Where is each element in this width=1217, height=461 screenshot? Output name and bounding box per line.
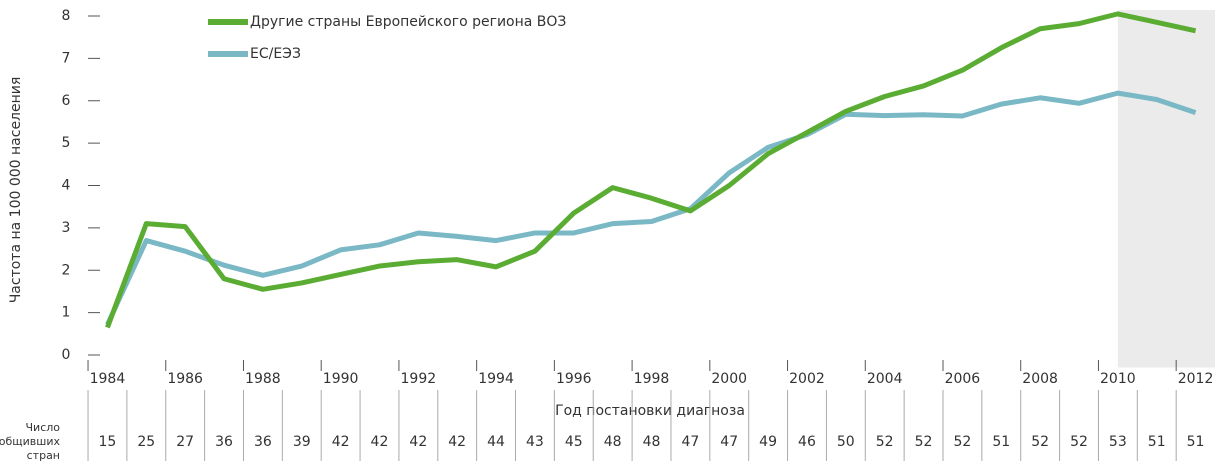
reporting-count: 15 [99,434,117,450]
reporting-count: 36 [215,434,233,450]
reporting-count: 46 [798,434,816,450]
reporting-count: 50 [837,434,855,450]
x-tick-label: 2006 [945,371,981,387]
y-tick-label: 3 [62,220,71,236]
x-axis-label: Год постановки диагноза [555,403,745,419]
reporting-count: 52 [1070,434,1088,450]
y-tick-label: 4 [62,178,71,194]
y-tick-label: 7 [62,50,71,66]
reporting-count: 44 [487,434,505,450]
series-line [105,11,1197,329]
y-tick-label: 1 [62,305,71,321]
x-tick-label: 2002 [789,371,825,387]
x-tick-label: 1998 [634,371,670,387]
reporting-count: 52 [1031,434,1049,450]
x-tick-label: 2004 [867,371,903,387]
reporting-count: 52 [876,434,894,450]
x-tick-label: 1986 [167,371,203,387]
reporting-count: 42 [448,434,466,450]
reporting-count: 45 [565,434,583,450]
x-tick-label: 1992 [401,371,437,387]
table-row-label: Число [26,421,61,434]
x-tick-label: 2008 [1022,371,1058,387]
x-tick-label: 1996 [556,371,592,387]
x-tick-label: 2000 [711,371,747,387]
reporting-count: 49 [759,434,777,450]
reporting-count: 51 [1148,434,1166,450]
table-row-label: стран [27,449,60,461]
y-tick-label: 6 [62,93,71,109]
reporting-count: 39 [293,434,311,450]
reporting-count: 25 [137,434,155,450]
x-tick-label: 1988 [245,371,281,387]
reporting-count: 47 [681,434,699,450]
x-tick-label: 1994 [478,371,514,387]
x-tick-label: 1990 [323,371,359,387]
reporting-count: 43 [526,434,544,450]
reporting-count: 42 [371,434,389,450]
y-tick-label: 5 [62,135,71,151]
legend-label: Другие страны Европейского региона ВОЗ [250,14,566,30]
reporting-count: 52 [915,434,933,450]
reporting-count: 51 [992,434,1010,450]
y-tick-label: 0 [62,347,71,363]
series-line [105,90,1197,326]
y-tick-label: 2 [62,262,71,278]
reporting-count: 48 [604,434,622,450]
reporting-count: 47 [720,434,738,450]
x-tick-label: 2012 [1178,371,1214,387]
reporting-count: 53 [1109,434,1127,450]
reporting-count: 42 [332,434,350,450]
legend-label: ЕС/ЕЭЗ [250,46,301,62]
x-tick-label: 2010 [1100,371,1136,387]
reporting-count: 48 [643,434,661,450]
reporting-count: 27 [176,434,194,450]
x-tick-label: 1984 [90,371,126,387]
reporting-count: 36 [254,434,272,450]
table-row-label: сообщивших [0,435,60,448]
reporting-count: 51 [1187,434,1205,450]
reporting-count: 52 [953,434,971,450]
y-tick-label: 8 [62,8,71,24]
reporting-count: 42 [409,434,427,450]
shaded-region [1117,10,1215,368]
y-axis-label: Частота на 100 000 населения [8,77,24,304]
